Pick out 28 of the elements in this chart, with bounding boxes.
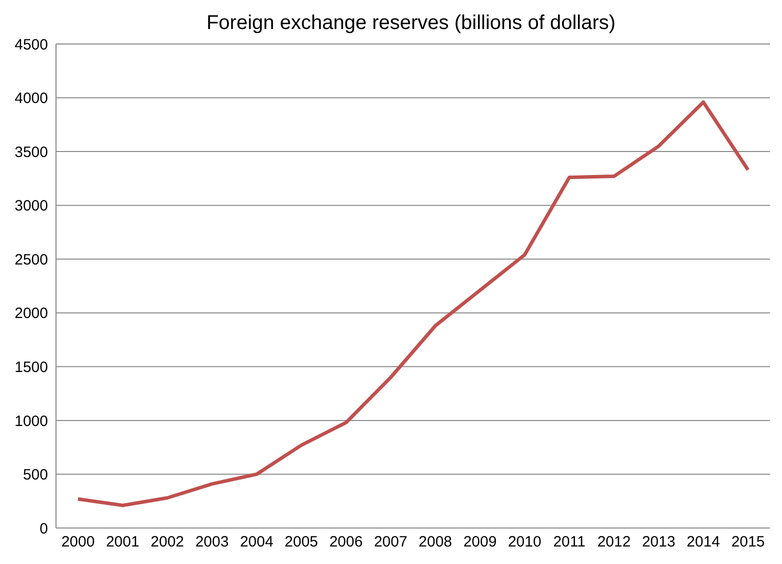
x-tick-label: 2015 <box>731 534 765 551</box>
x-tick-label: 2009 <box>463 534 497 551</box>
y-tick-label: 4500 <box>14 36 48 54</box>
y-tick-label: 2000 <box>14 305 48 322</box>
x-tick-label: 2004 <box>240 534 274 551</box>
chart-title: Foreign exchange reserves (billions of dollars) <box>205 11 617 36</box>
x-tick-label: 2008 <box>418 534 452 551</box>
x-tick-label: 2002 <box>150 534 184 551</box>
line-series <box>76 100 750 508</box>
y-tick-label: 0 <box>40 520 48 538</box>
x-tick-label: 2012 <box>597 534 631 551</box>
x-tick-label: 2014 <box>686 534 720 551</box>
x-tick-label: 2010 <box>508 534 542 551</box>
y-tick-label: 1000 <box>14 412 48 430</box>
x-tick-label: 2003 <box>195 534 229 551</box>
y-tick-label: 2500 <box>14 251 48 268</box>
x-tick-label: 2005 <box>284 534 318 551</box>
y-tick-label: 3000 <box>14 198 48 215</box>
y-tick-label: 500 <box>22 466 48 484</box>
x-tick-label: 2006 <box>329 534 363 551</box>
x-tick-label: 2001 <box>106 534 140 551</box>
y-tick-label: 4000 <box>14 90 48 108</box>
y-tick-label: 1500 <box>14 358 48 376</box>
x-tick-label: 2013 <box>642 534 676 551</box>
x-tick-label: 2000 <box>61 534 95 551</box>
x-tick-label: 2007 <box>374 534 408 551</box>
x-tick-label: 2011 <box>553 534 586 551</box>
y-tick-label: 3500 <box>14 144 48 161</box>
